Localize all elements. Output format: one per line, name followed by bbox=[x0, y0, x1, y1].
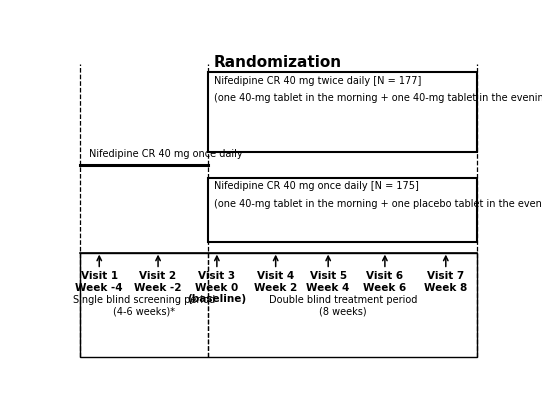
Text: Visit 6
Week 6: Visit 6 Week 6 bbox=[363, 271, 406, 292]
Text: Nifedipine CR 40 mg twice daily [N = 177]: Nifedipine CR 40 mg twice daily [N = 177… bbox=[214, 76, 421, 86]
Text: Visit 1
Week -4: Visit 1 Week -4 bbox=[75, 271, 123, 292]
Text: Visit 5
Week 4: Visit 5 Week 4 bbox=[306, 271, 350, 292]
Text: Visit 7
Week 8: Visit 7 Week 8 bbox=[424, 271, 467, 292]
Text: Randomization: Randomization bbox=[214, 55, 342, 70]
Text: Nifedipine CR 40 mg once daily: Nifedipine CR 40 mg once daily bbox=[89, 149, 242, 159]
Text: Visit 3
Week 0
(baseline): Visit 3 Week 0 (baseline) bbox=[188, 271, 247, 304]
Bar bbox=[209, 72, 478, 152]
Bar bbox=[80, 253, 478, 357]
Text: (one 40-mg tablet in the morning + one 40-mg tablet in the evening): (one 40-mg tablet in the morning + one 4… bbox=[214, 93, 542, 103]
Bar bbox=[209, 178, 478, 242]
Text: (one 40-mg tablet in the morning + one placebo tablet in the evening): (one 40-mg tablet in the morning + one p… bbox=[214, 199, 542, 209]
Text: Double blind treatment period
(8 weeks): Double blind treatment period (8 weeks) bbox=[269, 295, 417, 316]
Text: Nifedipine CR 40 mg once daily [N = 175]: Nifedipine CR 40 mg once daily [N = 175] bbox=[214, 181, 418, 191]
Text: Single blind screening period
(4-6 weeks)*: Single blind screening period (4-6 weeks… bbox=[73, 295, 216, 316]
Text: Visit 2
Week -2: Visit 2 Week -2 bbox=[134, 271, 182, 292]
Text: Visit 4
Week 2: Visit 4 Week 2 bbox=[254, 271, 298, 292]
